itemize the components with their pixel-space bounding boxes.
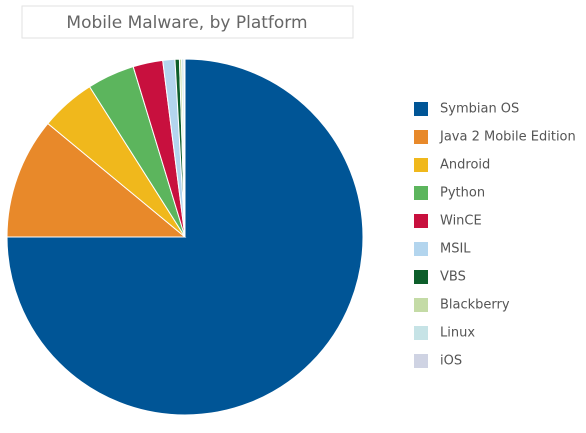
legend-label: Android [440, 158, 490, 173]
legend-label: VBS [440, 270, 466, 285]
pie-slice [183, 58, 186, 238]
legend-label: Symbian OS [440, 102, 519, 117]
legend-swatch [414, 298, 428, 312]
legend-label: Python [440, 186, 485, 201]
legend-swatch [414, 354, 428, 368]
legend-label: WinCE [440, 214, 482, 229]
legend-label: iOS [440, 354, 462, 369]
legend-label: Blackberry [440, 298, 510, 313]
legend-swatch [414, 242, 428, 256]
legend-swatch [414, 326, 428, 340]
legend-label: Linux [440, 326, 475, 341]
legend-label: MSIL [440, 242, 471, 257]
pie-slice [6, 122, 187, 238]
legend-swatch [414, 214, 428, 228]
legend-swatch [414, 130, 428, 144]
legend-label: Java 2 Mobile Edition [439, 130, 576, 145]
chart-title: Mobile Malware, by Platform [66, 13, 307, 33]
legend-swatch [414, 186, 428, 200]
legend-swatch [414, 270, 428, 284]
title-box [21, 5, 354, 39]
legend-swatch [414, 102, 428, 116]
pie-slice [6, 58, 364, 416]
legend-swatch [414, 158, 428, 172]
